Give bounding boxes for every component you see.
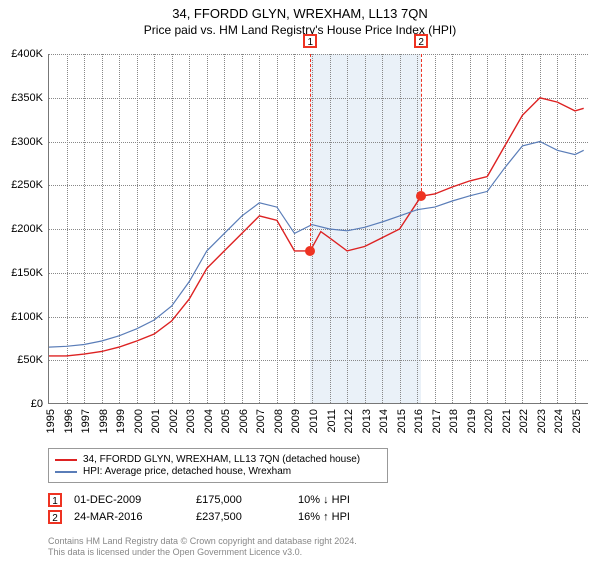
chart-svg (49, 54, 588, 403)
sale-vs-hpi: 16% ↑ HPI (298, 511, 398, 523)
x-axis-label: 2009 (290, 409, 302, 433)
x-axis-label: 2007 (255, 409, 267, 433)
x-axis-label: 2000 (133, 409, 145, 433)
sale-price: £175,000 (196, 494, 286, 506)
x-axis-label: 2022 (518, 409, 530, 433)
y-axis-label: £200K (11, 223, 43, 235)
attribution: Contains HM Land Registry data © Crown c… (48, 536, 588, 559)
sale-price: £237,500 (196, 511, 286, 523)
legend-item: 34, FFORDD GLYN, WREXHAM, LL13 7QN (deta… (55, 454, 381, 465)
legend-box: 34, FFORDD GLYN, WREXHAM, LL13 7QN (deta… (48, 448, 388, 483)
x-axis-label: 2010 (308, 409, 320, 433)
x-axis-label: 2002 (168, 409, 180, 433)
chart-subtitle: Price paid vs. HM Land Registry's House … (0, 23, 600, 37)
x-axis-label: 2011 (326, 409, 338, 433)
x-axis-label: 2016 (413, 409, 425, 433)
sales-table: 1 01-DEC-2009 £175,000 10% ↓ HPI 2 24-MAR-201… (48, 490, 588, 527)
sale-date: 24-MAR-2016 (74, 511, 184, 523)
marker-dot (305, 246, 315, 256)
y-axis-label: £400K (11, 48, 43, 60)
marker-box: 2 (414, 34, 428, 48)
x-axis-label: 2003 (185, 409, 197, 433)
x-axis-label: 2012 (343, 409, 355, 433)
x-axis-label: 2014 (378, 409, 390, 433)
sale-date: 01-DEC-2009 (74, 494, 184, 506)
x-axis-label: 2021 (501, 409, 513, 433)
sale-vs-hpi: 10% ↓ HPI (298, 494, 398, 506)
x-axis-label: 2023 (536, 409, 548, 433)
x-axis-label: 1998 (98, 409, 110, 433)
chart-title: 34, FFORDD GLYN, WREXHAM, LL13 7QN (0, 6, 600, 21)
y-axis-label: £50K (17, 354, 43, 366)
x-axis-label: 2005 (220, 409, 232, 433)
legend-label: HPI: Average price, detached house, Wrex… (83, 466, 291, 477)
marker-dot (416, 191, 426, 201)
x-axis-label: 2025 (571, 409, 583, 433)
x-axis-label: 2020 (483, 409, 495, 433)
x-axis-label: 1999 (115, 409, 127, 433)
x-axis-label: 2019 (466, 409, 478, 433)
y-axis-label: £0 (31, 398, 43, 410)
x-axis-label: 2004 (203, 409, 215, 433)
attribution-line2: This data is licensed under the Open Gov… (48, 547, 588, 558)
x-axis-label: 1996 (63, 409, 75, 433)
legend-swatch (55, 459, 77, 461)
y-axis-label: £100K (11, 311, 43, 323)
sale-row: 1 01-DEC-2009 £175,000 10% ↓ HPI (48, 493, 588, 507)
x-axis-label: 1995 (45, 409, 57, 433)
x-axis-label: 2015 (396, 409, 408, 433)
y-axis-label: £250K (11, 179, 43, 191)
sale-marker: 2 (48, 510, 62, 524)
x-axis-label: 2001 (150, 409, 162, 433)
legend-item: HPI: Average price, detached house, Wrex… (55, 466, 381, 477)
attribution-line1: Contains HM Land Registry data © Crown c… (48, 536, 588, 547)
marker-dash (421, 54, 422, 196)
x-axis-label: 2024 (553, 409, 565, 433)
y-axis-label: £300K (11, 136, 43, 148)
x-axis-label: 2017 (431, 409, 443, 433)
x-axis-label: 2013 (361, 409, 373, 433)
legend-label: 34, FFORDD GLYN, WREXHAM, LL13 7QN (deta… (83, 454, 360, 465)
marker-dash (310, 54, 311, 251)
y-axis-label: £350K (11, 92, 43, 104)
series-line-property (49, 98, 584, 356)
y-axis-label: £150K (11, 267, 43, 279)
sale-row: 2 24-MAR-2016 £237,500 16% ↑ HPI (48, 510, 588, 524)
sale-marker: 1 (48, 493, 62, 507)
chart-container: 34, FFORDD GLYN, WREXHAM, LL13 7QN Price… (0, 6, 600, 566)
x-axis-label: 2008 (273, 409, 285, 433)
series-line-hpi (49, 142, 584, 348)
plot-area: £0£50K£100K£150K£200K£250K£300K£350K£400… (48, 54, 588, 404)
x-axis-label: 1997 (80, 409, 92, 433)
marker-box: 1 (303, 34, 317, 48)
x-axis-label: 2006 (238, 409, 250, 433)
x-axis-label: 2018 (448, 409, 460, 433)
legend-swatch (55, 471, 77, 473)
